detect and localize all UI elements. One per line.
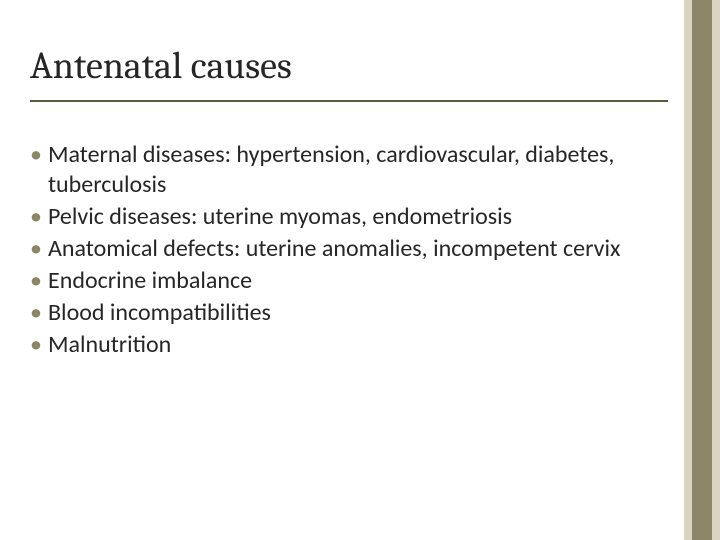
bullet-text: Pelvic diseases: uterine myomas, endomet… bbox=[48, 202, 660, 232]
accent-stripe-left bbox=[684, 0, 692, 540]
bullet-icon: • bbox=[30, 330, 48, 360]
bullet-icon: • bbox=[30, 298, 48, 328]
list-item: • Pelvic diseases: uterine myomas, endom… bbox=[30, 202, 660, 232]
list-item: • Blood incompatibilities bbox=[30, 298, 660, 328]
accent-stripe-mid bbox=[692, 0, 712, 540]
bullet-text: Maternal diseases: hypertension, cardiov… bbox=[48, 140, 660, 200]
bullet-icon: • bbox=[30, 202, 48, 232]
bullet-icon: • bbox=[30, 234, 48, 264]
bullet-text: Malnutrition bbox=[48, 330, 660, 360]
side-accent-bar bbox=[684, 0, 720, 540]
list-item: • Endocrine imbalance bbox=[30, 266, 660, 296]
accent-stripe-right bbox=[712, 0, 720, 540]
bullet-icon: • bbox=[30, 266, 48, 296]
bullet-text: Blood incompatibilities bbox=[48, 298, 660, 328]
bullet-icon: • bbox=[30, 140, 48, 170]
slide-title: Antenatal causes bbox=[30, 44, 292, 88]
bullet-text: Anatomical defects: uterine anomalies, i… bbox=[48, 234, 660, 264]
bullet-text: Endocrine imbalance bbox=[48, 266, 660, 296]
slide: Antenatal causes • Maternal diseases: hy… bbox=[0, 0, 720, 540]
slide-content: • Maternal diseases: hypertension, cardi… bbox=[30, 140, 660, 362]
list-item: • Malnutrition bbox=[30, 330, 660, 360]
list-item: • Anatomical defects: uterine anomalies,… bbox=[30, 234, 660, 264]
title-underline bbox=[30, 100, 668, 102]
list-item: • Maternal diseases: hypertension, cardi… bbox=[30, 140, 660, 200]
